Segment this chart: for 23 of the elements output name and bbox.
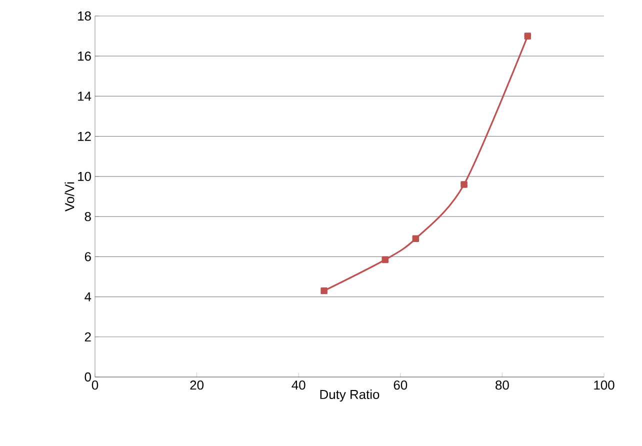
x-tick-label: 100: [594, 380, 614, 390]
y-tick-label: 18: [78, 11, 91, 21]
y-tick-label: 14: [78, 92, 92, 101]
y-tick-label: 12: [78, 132, 91, 141]
point: [524, 32, 532, 40]
x-tick-label: 80: [496, 380, 509, 390]
x-tick-label: 0: [92, 380, 98, 390]
y-axis-title: Vo/Vi: [64, 182, 74, 212]
y-tick-label: 8: [84, 212, 91, 222]
y-tick-label: 16: [78, 52, 91, 61]
y-tick-label: 4: [84, 292, 92, 302]
y-tick-label: 0: [84, 372, 91, 382]
y-tick-label: 10: [78, 172, 91, 182]
point: [320, 287, 328, 294]
point: [460, 181, 468, 188]
point: [382, 256, 389, 264]
x-tick-label: 20: [190, 380, 204, 390]
y-tick-label: 2: [84, 332, 91, 342]
x-tick-label: 60: [394, 380, 408, 390]
point: [412, 235, 420, 242]
y-tick-label: 6: [84, 252, 91, 262]
x-tick-label: 40: [292, 380, 306, 390]
x-axis-title: Duty Ratio: [320, 390, 380, 402]
